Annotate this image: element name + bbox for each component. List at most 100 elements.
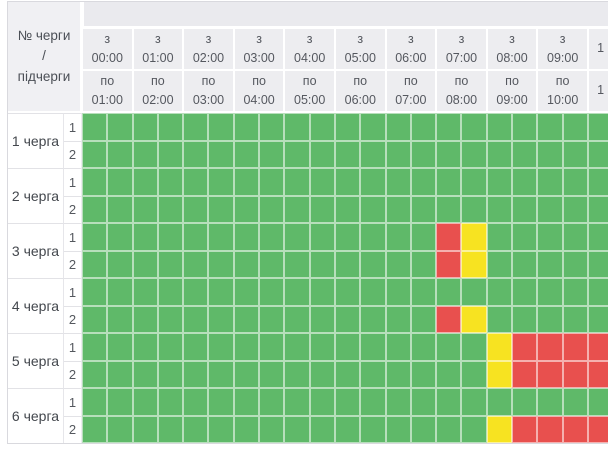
from-time: 00:00: [91, 51, 123, 65]
slot-cell: [562, 223, 588, 251]
slot-cell: [334, 360, 361, 388]
slot-cell: [107, 250, 133, 278]
to-prefix: по: [302, 73, 317, 88]
slot-cell: [334, 113, 361, 141]
slot-cell: [157, 415, 184, 443]
slot-cell: [208, 333, 234, 361]
slot-cell: [309, 388, 335, 416]
slot-cell: [132, 223, 158, 251]
slot-cell: [562, 140, 588, 168]
slot-cell: [360, 168, 386, 196]
slot-cell: [157, 333, 184, 361]
slot-cell: [436, 195, 462, 223]
from-prefix: з: [407, 31, 414, 46]
slot-cell: [107, 223, 133, 251]
slot-cell: [107, 168, 133, 196]
from-prefix: з: [205, 31, 212, 46]
slot-cell: [233, 223, 260, 251]
slot-cell: [512, 250, 538, 278]
slot-cell: [461, 250, 487, 278]
hour-from-cell: з 01:00: [132, 28, 184, 70]
slot-cell: [309, 168, 335, 196]
slot-cell: [436, 250, 462, 278]
slot-cell: [208, 415, 234, 443]
slot-cell: [334, 388, 361, 416]
slot-cell: [183, 168, 209, 196]
slot-cell: [284, 113, 310, 141]
slot-cell: [410, 140, 437, 168]
slot-cell: [334, 333, 361, 361]
slot-cell: [360, 305, 386, 333]
slot-cell: [309, 113, 335, 141]
slot-cell: [385, 223, 411, 251]
slot-cell: [587, 195, 608, 223]
slot-cell: [309, 250, 335, 278]
subqueue-label: 1: [64, 113, 82, 141]
subqueue-label: 2: [64, 360, 82, 388]
hour-from-cell: з 08:00: [486, 28, 538, 70]
slot-cell: [562, 250, 588, 278]
queue-row: 2: [8, 360, 608, 388]
hour-from-cell: з 04:00: [284, 28, 335, 70]
slot-cell: [82, 388, 108, 416]
slot-cell: [183, 113, 209, 141]
from-prefix: з: [357, 31, 364, 46]
slot-cell: [208, 223, 234, 251]
slot-cell: [334, 223, 361, 251]
slot-cell: [107, 415, 133, 443]
slot-cell: [259, 168, 285, 196]
subqueue-label: 1: [64, 278, 82, 306]
queue-row: 5 черга 1: [8, 333, 608, 388]
slot-cell: [208, 360, 234, 388]
slot-cell: [259, 415, 285, 443]
slot-cell: [107, 140, 133, 168]
slot-cell: [107, 333, 133, 361]
slot-cell: [537, 278, 563, 306]
slot-cell: [410, 250, 437, 278]
slot-cell: [208, 250, 234, 278]
to-time: 10:00: [547, 93, 579, 107]
slot-cell: [461, 223, 487, 251]
slot-cell: [587, 278, 608, 306]
slot-cell: [587, 415, 608, 443]
corner-line-3: підчерги: [17, 68, 71, 84]
from-time: 05:00: [344, 51, 376, 65]
slot-cell: [334, 140, 361, 168]
slot-cell: [360, 223, 386, 251]
slot-cell: [410, 168, 437, 196]
hour-from-cell: з 06:00: [385, 28, 437, 70]
slot-cell: [132, 278, 158, 306]
to-time: 04:00: [243, 93, 275, 107]
from-time: 09:00: [547, 51, 579, 65]
slot-cell: [512, 388, 538, 416]
slot-cell: [587, 168, 608, 196]
hour-to-cell: по 07:00: [385, 70, 437, 113]
from-prefix: з: [104, 31, 111, 46]
slot-cell: [410, 113, 437, 141]
queue-label: 5 черга: [8, 333, 64, 388]
subqueue-label: 1: [64, 333, 82, 361]
slot-cell: [512, 333, 538, 361]
to-time: 08:00: [445, 93, 478, 107]
slot-cell: [410, 278, 437, 306]
slot-cell: [157, 113, 184, 141]
slot-cell: [512, 278, 538, 306]
slot-cell: [157, 250, 184, 278]
slot-cell: [385, 168, 411, 196]
to-time: 02:00: [142, 93, 174, 107]
slot-cell: [461, 360, 487, 388]
slot-cell: [132, 140, 158, 168]
slot-cell: [587, 305, 608, 333]
from-time: 01:00: [142, 51, 174, 65]
slot-cell: [486, 415, 513, 443]
hour-to-cell-partial: 1: [587, 70, 608, 113]
slot-cell: [132, 388, 158, 416]
to-prefix: по: [555, 73, 570, 88]
slot-cell: [233, 168, 260, 196]
slot-cell: [410, 360, 437, 388]
slot-cell: [486, 113, 513, 141]
slot-cell: [410, 195, 437, 223]
slot-cell: [132, 333, 158, 361]
from-prefix: з: [306, 31, 313, 46]
